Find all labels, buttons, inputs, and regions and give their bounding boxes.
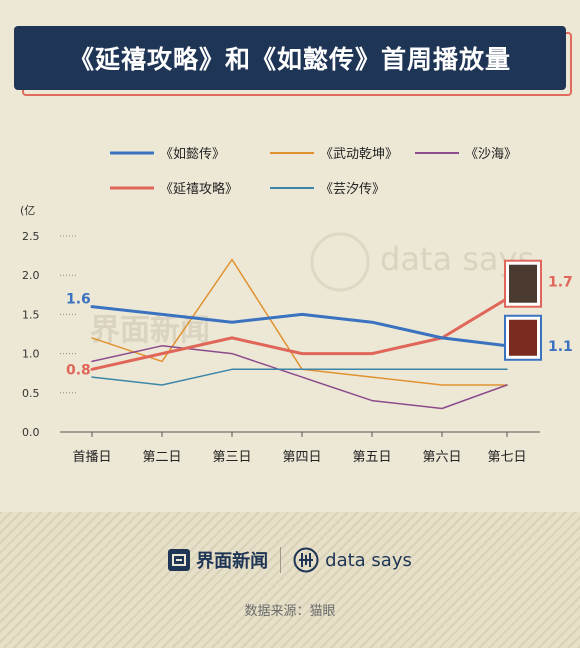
x-tick-label: 第四日 (282, 450, 321, 465)
thumbnail-image-ruyi (509, 319, 537, 356)
legend-label: 《芸汐传》 (320, 181, 385, 197)
data-label: 0.8 (66, 362, 91, 378)
footer-band (0, 512, 580, 648)
y-tick-label: 1.5 (22, 308, 40, 321)
datasays-icon (293, 547, 319, 573)
legend-label: 《如懿传》 (160, 146, 225, 162)
brand-logos: 界面新闻 data says (0, 540, 580, 580)
y-tick-label: 1.0 (22, 348, 40, 361)
data-label: 1.7 (548, 275, 573, 291)
datasays-logo: data says (293, 547, 412, 573)
title-banner: 《延禧攻略》和《如懿传》首周播放量 (14, 26, 572, 96)
jiemian-logo: 界面新闻 (168, 547, 268, 573)
legend-label: 《武动乾坤》 (320, 147, 398, 162)
legend-label: 《沙海》 (465, 147, 517, 162)
x-tick-label: 第三日 (212, 450, 251, 465)
series-line (91, 368, 508, 386)
thumbnail-image-yanxi (509, 264, 537, 303)
line-chart: 界面新闻data says(亿0.00.51.01.52.02.5首播日 第二日第… (20, 146, 573, 465)
logo-divider (280, 547, 282, 573)
data-label: 1.6 (66, 292, 91, 308)
data-label: 1.1 (548, 339, 573, 355)
datasays-text: data says (325, 549, 412, 571)
y-tick-label: 0.0 (22, 426, 40, 439)
series-line (90, 305, 509, 348)
jiemian-icon (168, 549, 191, 571)
jiemian-text: 界面新闻 (196, 551, 269, 572)
x-tick-label: 第五日 (352, 450, 391, 465)
watermark-datasays-icon (310, 232, 370, 292)
y-tick-label: 0.5 (22, 387, 40, 400)
x-tick-label: 第七日 (487, 450, 526, 465)
y-tick-label: 2.0 (22, 269, 40, 282)
series-line (91, 345, 508, 410)
x-tick-label: 第二日 (142, 450, 181, 465)
y-axis-label: (亿 (20, 204, 35, 217)
data-source: 数据来源：猫眼 (244, 604, 336, 619)
x-tick-label: 第六日 (422, 450, 461, 465)
y-tick-label: 2.5 (22, 230, 40, 243)
chart-title: 《延禧攻略》和《如懿传》首周播放量 (68, 45, 511, 74)
title-box: 《延禧攻略》和《如懿传》首周播放量 (14, 26, 566, 90)
legend-label: 《延禧攻略》 (160, 181, 238, 197)
x-tick-label: 首播日 (72, 450, 111, 465)
